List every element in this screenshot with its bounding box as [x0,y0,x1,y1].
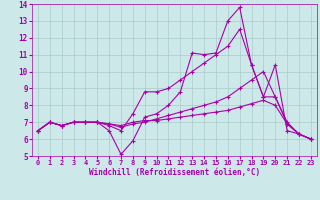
X-axis label: Windchill (Refroidissement éolien,°C): Windchill (Refroidissement éolien,°C) [89,168,260,177]
